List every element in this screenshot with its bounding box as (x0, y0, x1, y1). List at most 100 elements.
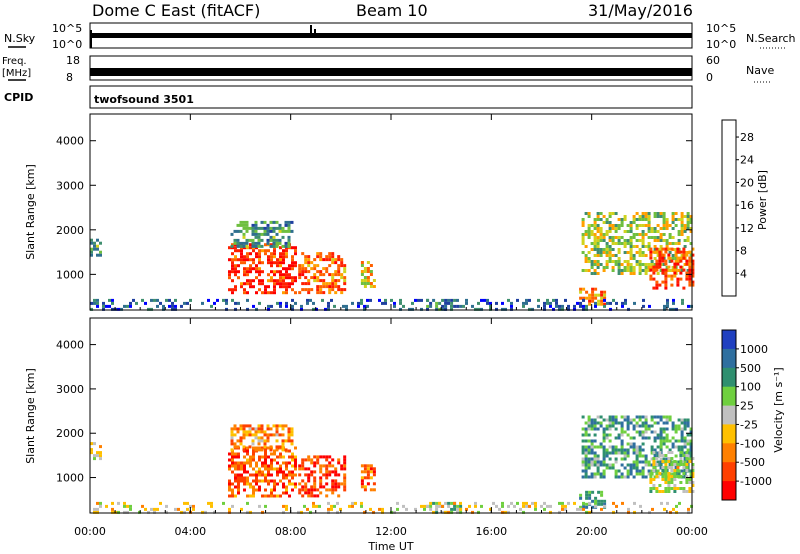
power-data-cell (649, 247, 653, 251)
power-data-cell (269, 220, 273, 224)
velocity-data-cell (230, 439, 234, 443)
power-data-cell (679, 256, 683, 260)
power-data-cell (632, 233, 636, 236)
velocity-data-cell (638, 418, 642, 422)
power-data-cell (588, 296, 592, 300)
velocity-data-cell (315, 504, 318, 508)
velocity-data-cell (249, 461, 252, 465)
velocity-colorbar-segment (722, 443, 736, 463)
velocity-data-cell (689, 457, 693, 461)
power-data-cell (291, 304, 294, 308)
power-data-cell (593, 260, 597, 263)
power-data-cell (337, 273, 341, 277)
velocity-data-cell (611, 445, 615, 449)
power-data-cell (331, 279, 335, 283)
velocity-data-cell (687, 507, 690, 511)
velocity-data-cell (614, 448, 618, 452)
power-data-cell (240, 282, 243, 286)
velocity-data-cell (249, 458, 252, 462)
velocity-data-cell (670, 466, 674, 469)
power-data-cell (304, 282, 308, 286)
velocity-data-cell (686, 442, 690, 446)
power-data-cell (243, 258, 246, 262)
velocity-data-cell (248, 427, 252, 431)
power-data-cell (635, 260, 639, 263)
velocity-data-cell (594, 504, 597, 508)
power-data-cell (285, 273, 288, 277)
velocity-data-cell (659, 436, 663, 440)
velocity-data-cell (593, 451, 597, 455)
power-data-cell (307, 279, 311, 283)
power-data-cell (647, 245, 651, 248)
power-data-cell (629, 254, 633, 257)
velocity-data-cell (605, 451, 609, 455)
velocity-data-cell (287, 439, 291, 443)
velocity-data-cell (258, 467, 261, 471)
velocity-data-cell (689, 442, 693, 446)
power-data-cell (301, 273, 305, 277)
power-data-cell (683, 227, 687, 230)
velocity-data-cell (228, 464, 231, 468)
velocity-data-cell (677, 427, 681, 431)
power-data-cell (384, 301, 387, 305)
power-data-cell (266, 226, 270, 230)
velocity-data-cell (650, 463, 654, 467)
power-data-cell (688, 259, 692, 263)
x-tick-label: 08:00 (275, 525, 307, 538)
power-data-cell (635, 212, 639, 215)
power-data-cell (459, 304, 463, 308)
velocity-data-cell (270, 494, 273, 498)
velocity-data-cell (331, 470, 335, 474)
velocity-data-cell (90, 448, 93, 452)
power-data-cell (234, 301, 237, 305)
velocity-data-cell (117, 501, 120, 505)
power-data-cell (591, 290, 595, 294)
power-data-cell (331, 273, 335, 277)
power-data-cell (644, 245, 648, 248)
power-data-cell (294, 252, 297, 256)
power-data-cell (278, 223, 282, 227)
power-data-cell (237, 276, 240, 280)
velocity-data-cell (275, 430, 279, 434)
velocity-data-cell (327, 510, 330, 514)
power-data-cell (288, 276, 291, 280)
velocity-data-cell (674, 445, 678, 449)
velocity-data-cell (337, 458, 341, 462)
power-data-cell (337, 288, 341, 292)
velocity-data-cell (596, 454, 600, 458)
power-data-cell (602, 239, 606, 242)
power-data-cell (652, 250, 656, 254)
power-data-cell (688, 268, 692, 272)
velocity-data-cell (340, 464, 344, 468)
velocity-data-cell (369, 476, 373, 480)
velocity-data-cell (322, 455, 326, 459)
power-data-cell (667, 256, 671, 260)
velocity-data-cell (641, 460, 645, 464)
velocity-data-cell (593, 427, 597, 431)
velocity-data-cell (691, 484, 695, 487)
power-data-cell (573, 304, 576, 308)
velocity-data-cell (252, 473, 255, 477)
power-data-cell (255, 255, 258, 259)
power-data-cell (363, 279, 367, 282)
power-data-cell (287, 226, 291, 230)
power-data-cell (252, 249, 255, 253)
power-data-cell (623, 266, 627, 269)
power-data-cell (267, 304, 270, 308)
power-data-cell (659, 233, 663, 236)
velocity-data-cell (602, 475, 606, 479)
power-data-cell (486, 301, 489, 305)
power-data-cell (243, 261, 246, 265)
power-data-cell (596, 263, 600, 266)
power-data-cell (258, 261, 261, 265)
velocity-data-cell (465, 507, 468, 511)
velocity-data-cell (405, 507, 408, 511)
velocity-data-cell (674, 454, 678, 458)
velocity-data-cell (507, 510, 510, 514)
velocity-data-cell (644, 475, 648, 479)
power-data-cell (629, 224, 633, 227)
velocity-data-cell (623, 466, 627, 470)
power-data-cell (647, 248, 651, 251)
velocity-colorbar-tick-label: 25 (740, 400, 754, 413)
power-data-cell (269, 226, 273, 230)
